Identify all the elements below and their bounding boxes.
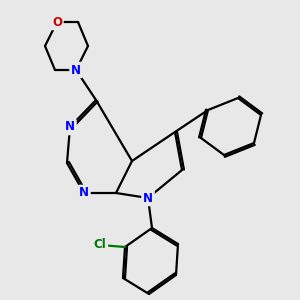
Text: N: N xyxy=(71,64,81,76)
Text: N: N xyxy=(65,121,75,134)
Text: N: N xyxy=(79,187,89,200)
Text: N: N xyxy=(143,191,153,205)
Text: Cl: Cl xyxy=(94,238,106,251)
Text: O: O xyxy=(52,16,62,28)
